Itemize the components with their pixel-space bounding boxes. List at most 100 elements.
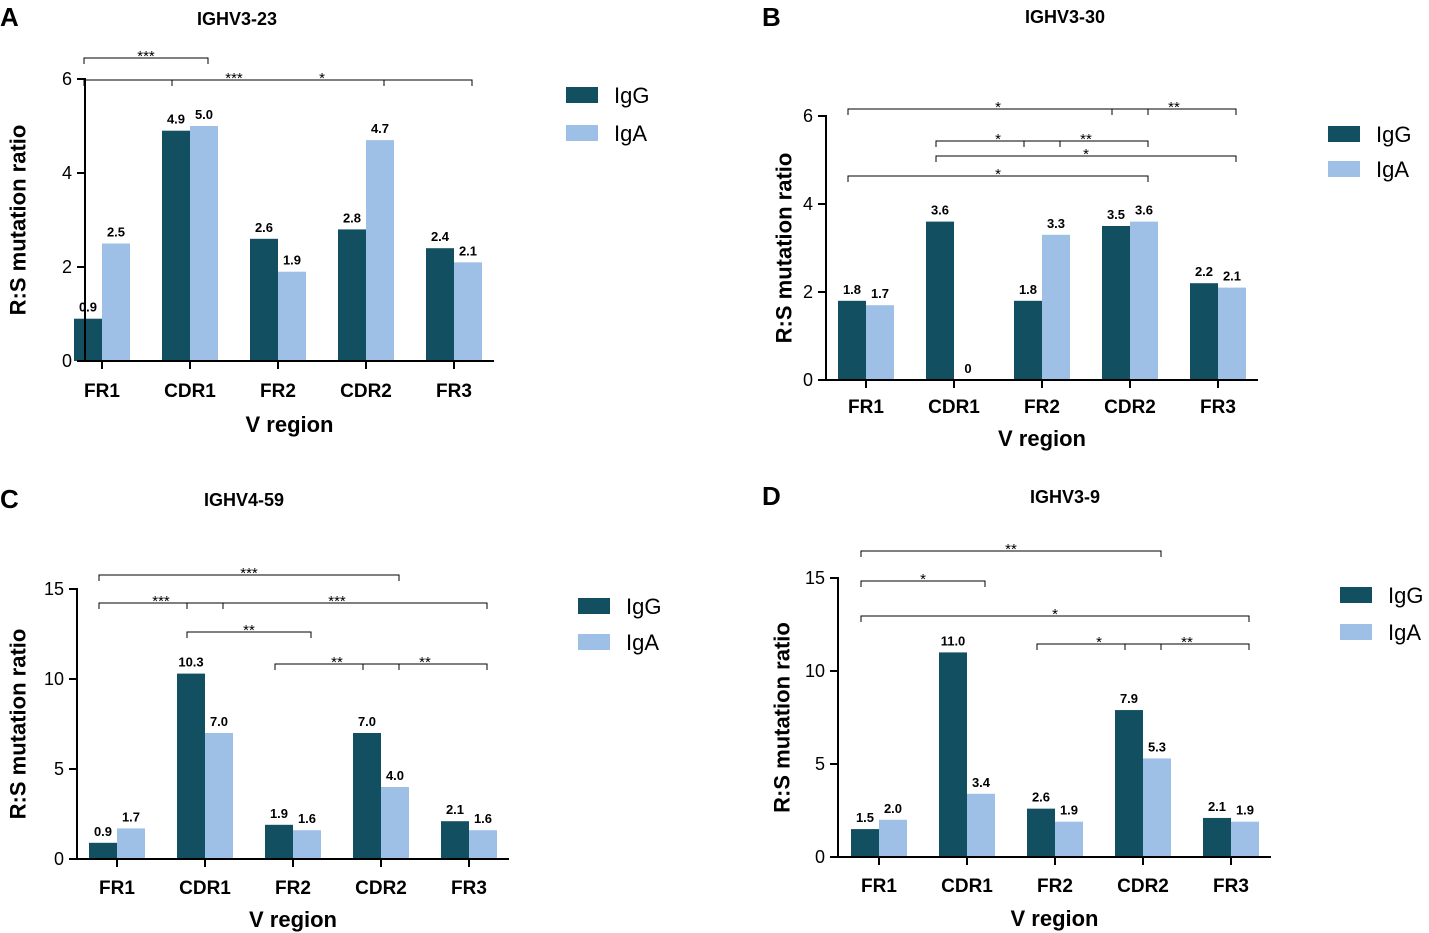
bar-igg-cdr1 — [926, 221, 954, 380]
bar-igg-cdr1 — [177, 673, 205, 859]
data-label: 1.9 — [283, 253, 301, 268]
y-tick-label: 5 — [815, 754, 825, 774]
significance-bracket — [98, 602, 224, 609]
chart-panel-c: C IGHV4-59 0.9 10.3 1.9 7.0 2.1 1.7 7.0 1.6 4.0 1.6… — [0, 484, 661, 932]
bar-iga-fr2 — [278, 271, 306, 361]
data-label: 2.4 — [431, 229, 450, 244]
bar-iga-cdr2 — [366, 140, 394, 361]
bar-iga-fr3 — [1218, 287, 1246, 380]
significance-bracket — [1124, 643, 1250, 650]
data-label: 1.8 — [843, 282, 861, 297]
bar-iga-cdr2 — [381, 787, 409, 859]
panel-letter: C — [0, 484, 19, 514]
data-label: 0.9 — [79, 300, 97, 315]
data-label: 7.9 — [1120, 691, 1138, 706]
significance-bracket — [83, 79, 385, 86]
significance-label: ** — [243, 622, 255, 639]
y-tick-label: 2 — [803, 282, 813, 302]
data-label: 7.0 — [358, 714, 376, 729]
bar-igg-cdr2 — [1115, 710, 1143, 857]
y-tick-label: 10 — [44, 669, 64, 689]
significance-bracket — [362, 663, 488, 670]
bar-iga-fr3 — [454, 262, 482, 361]
data-label: 2.5 — [107, 225, 125, 240]
data-label: 1.5 — [856, 810, 874, 825]
x-tick-label: FR2 — [260, 381, 296, 402]
x-tick-label: FR2 — [1037, 876, 1073, 897]
y-tick-label: 6 — [62, 69, 72, 89]
legend-swatch-igg — [1328, 126, 1360, 142]
bar-iga-fr2 — [1055, 821, 1083, 857]
data-label: 10.3 — [178, 655, 203, 670]
significance-label: *** — [137, 48, 155, 65]
data-label: 2.1 — [1223, 269, 1241, 284]
y-tick-label: 15 — [805, 568, 825, 588]
bar-iga-fr1 — [102, 243, 130, 361]
x-tick-label: CDR2 — [340, 381, 392, 402]
bar-iga-cdr1 — [190, 126, 218, 361]
bar-igg-cdr1 — [162, 130, 190, 361]
data-label: 2.8 — [343, 210, 361, 225]
significance-bracket — [98, 574, 400, 581]
x-tick-label: FR1 — [848, 397, 884, 418]
significance-label: ** — [1168, 99, 1180, 116]
significance-bracket — [847, 108, 1149, 115]
data-label: 1.6 — [298, 811, 316, 826]
significance-label: * — [920, 571, 926, 588]
significance-bracket — [935, 155, 1237, 162]
legend-swatch-iga — [1328, 161, 1360, 177]
significance-bracket — [1111, 108, 1237, 115]
y-tick-label: 4 — [62, 163, 72, 183]
data-label: 4.0 — [386, 768, 404, 783]
legend-swatch-igg — [566, 87, 598, 103]
bar-iga-fr1 — [866, 305, 894, 380]
bar-igg-fr1 — [74, 318, 102, 361]
legend-label-iga: IgA — [626, 630, 659, 655]
significance-bracket — [274, 663, 400, 670]
y-tick-label: 5 — [54, 759, 64, 779]
significance-label: * — [995, 99, 1001, 116]
bar-igg-cdr1 — [939, 652, 967, 857]
significance-bracket — [860, 550, 1162, 557]
legend-label-igg: IgG — [1376, 122, 1411, 147]
y-tick-label: 2 — [62, 257, 72, 277]
significance-label: * — [995, 131, 1001, 148]
bar-igg-fr2 — [1027, 808, 1055, 857]
y-axis-title: R:S mutation ratio — [6, 125, 31, 316]
y-axis-title: R:S mutation ratio — [6, 629, 31, 820]
significance-label: *** — [152, 593, 170, 610]
x-tick-label: CDR1 — [179, 878, 231, 899]
data-label: 3.3 — [1047, 216, 1065, 231]
data-label: 1.9 — [1060, 803, 1078, 818]
data-label: 2.1 — [459, 243, 477, 258]
significance-label: * — [319, 70, 325, 87]
significance-label: ** — [1005, 541, 1017, 558]
data-label: 3.6 — [931, 203, 949, 218]
x-axis-title: V region — [998, 426, 1086, 451]
x-tick-label: FR3 — [1200, 397, 1236, 418]
x-axis-title: V region — [245, 412, 333, 437]
data-label: 1.6 — [474, 811, 492, 826]
y-tick-label: 0 — [815, 847, 825, 867]
data-label: 0.9 — [94, 824, 112, 839]
x-tick-label: FR2 — [275, 878, 311, 899]
bar-iga-fr2 — [1042, 234, 1070, 380]
legend-swatch-igg — [578, 598, 610, 614]
x-tick-label: CDR2 — [355, 878, 407, 899]
bar-igg-fr3 — [1203, 817, 1231, 857]
data-label: 2.6 — [255, 220, 273, 235]
data-label: 2.1 — [446, 802, 464, 817]
bar-iga-fr2 — [293, 830, 321, 859]
legend-label-igg: IgG — [614, 83, 649, 108]
legend-label-iga: IgA — [1376, 157, 1409, 182]
significance-label: * — [995, 166, 1001, 183]
legend-swatch-iga — [578, 634, 610, 650]
legend-label-igg: IgG — [626, 594, 661, 619]
legend-swatch-iga — [1340, 624, 1372, 640]
chart-panel-d: D IGHV3-9 1.5 11.0 2.6 7.9 2.1 2.0 3.4 1.9 5.3 1.9 0… — [762, 481, 1423, 931]
y-axis-title: R:S mutation ratio — [772, 153, 797, 344]
chart-panel-b: B IGHV3-30 1.8 3.6 1.8 3.5 2.2 1.7 0 3.3 3.6 2.1 0 2 4… — [762, 2, 1411, 451]
x-tick-label: FR1 — [84, 381, 120, 402]
x-tick-label: CDR2 — [1104, 397, 1156, 418]
